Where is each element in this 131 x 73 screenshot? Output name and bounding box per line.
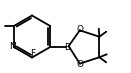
- Text: O: O: [76, 25, 83, 34]
- Text: B: B: [65, 42, 71, 51]
- Text: O: O: [76, 60, 83, 69]
- Text: N: N: [9, 42, 16, 51]
- Text: F: F: [30, 49, 35, 58]
